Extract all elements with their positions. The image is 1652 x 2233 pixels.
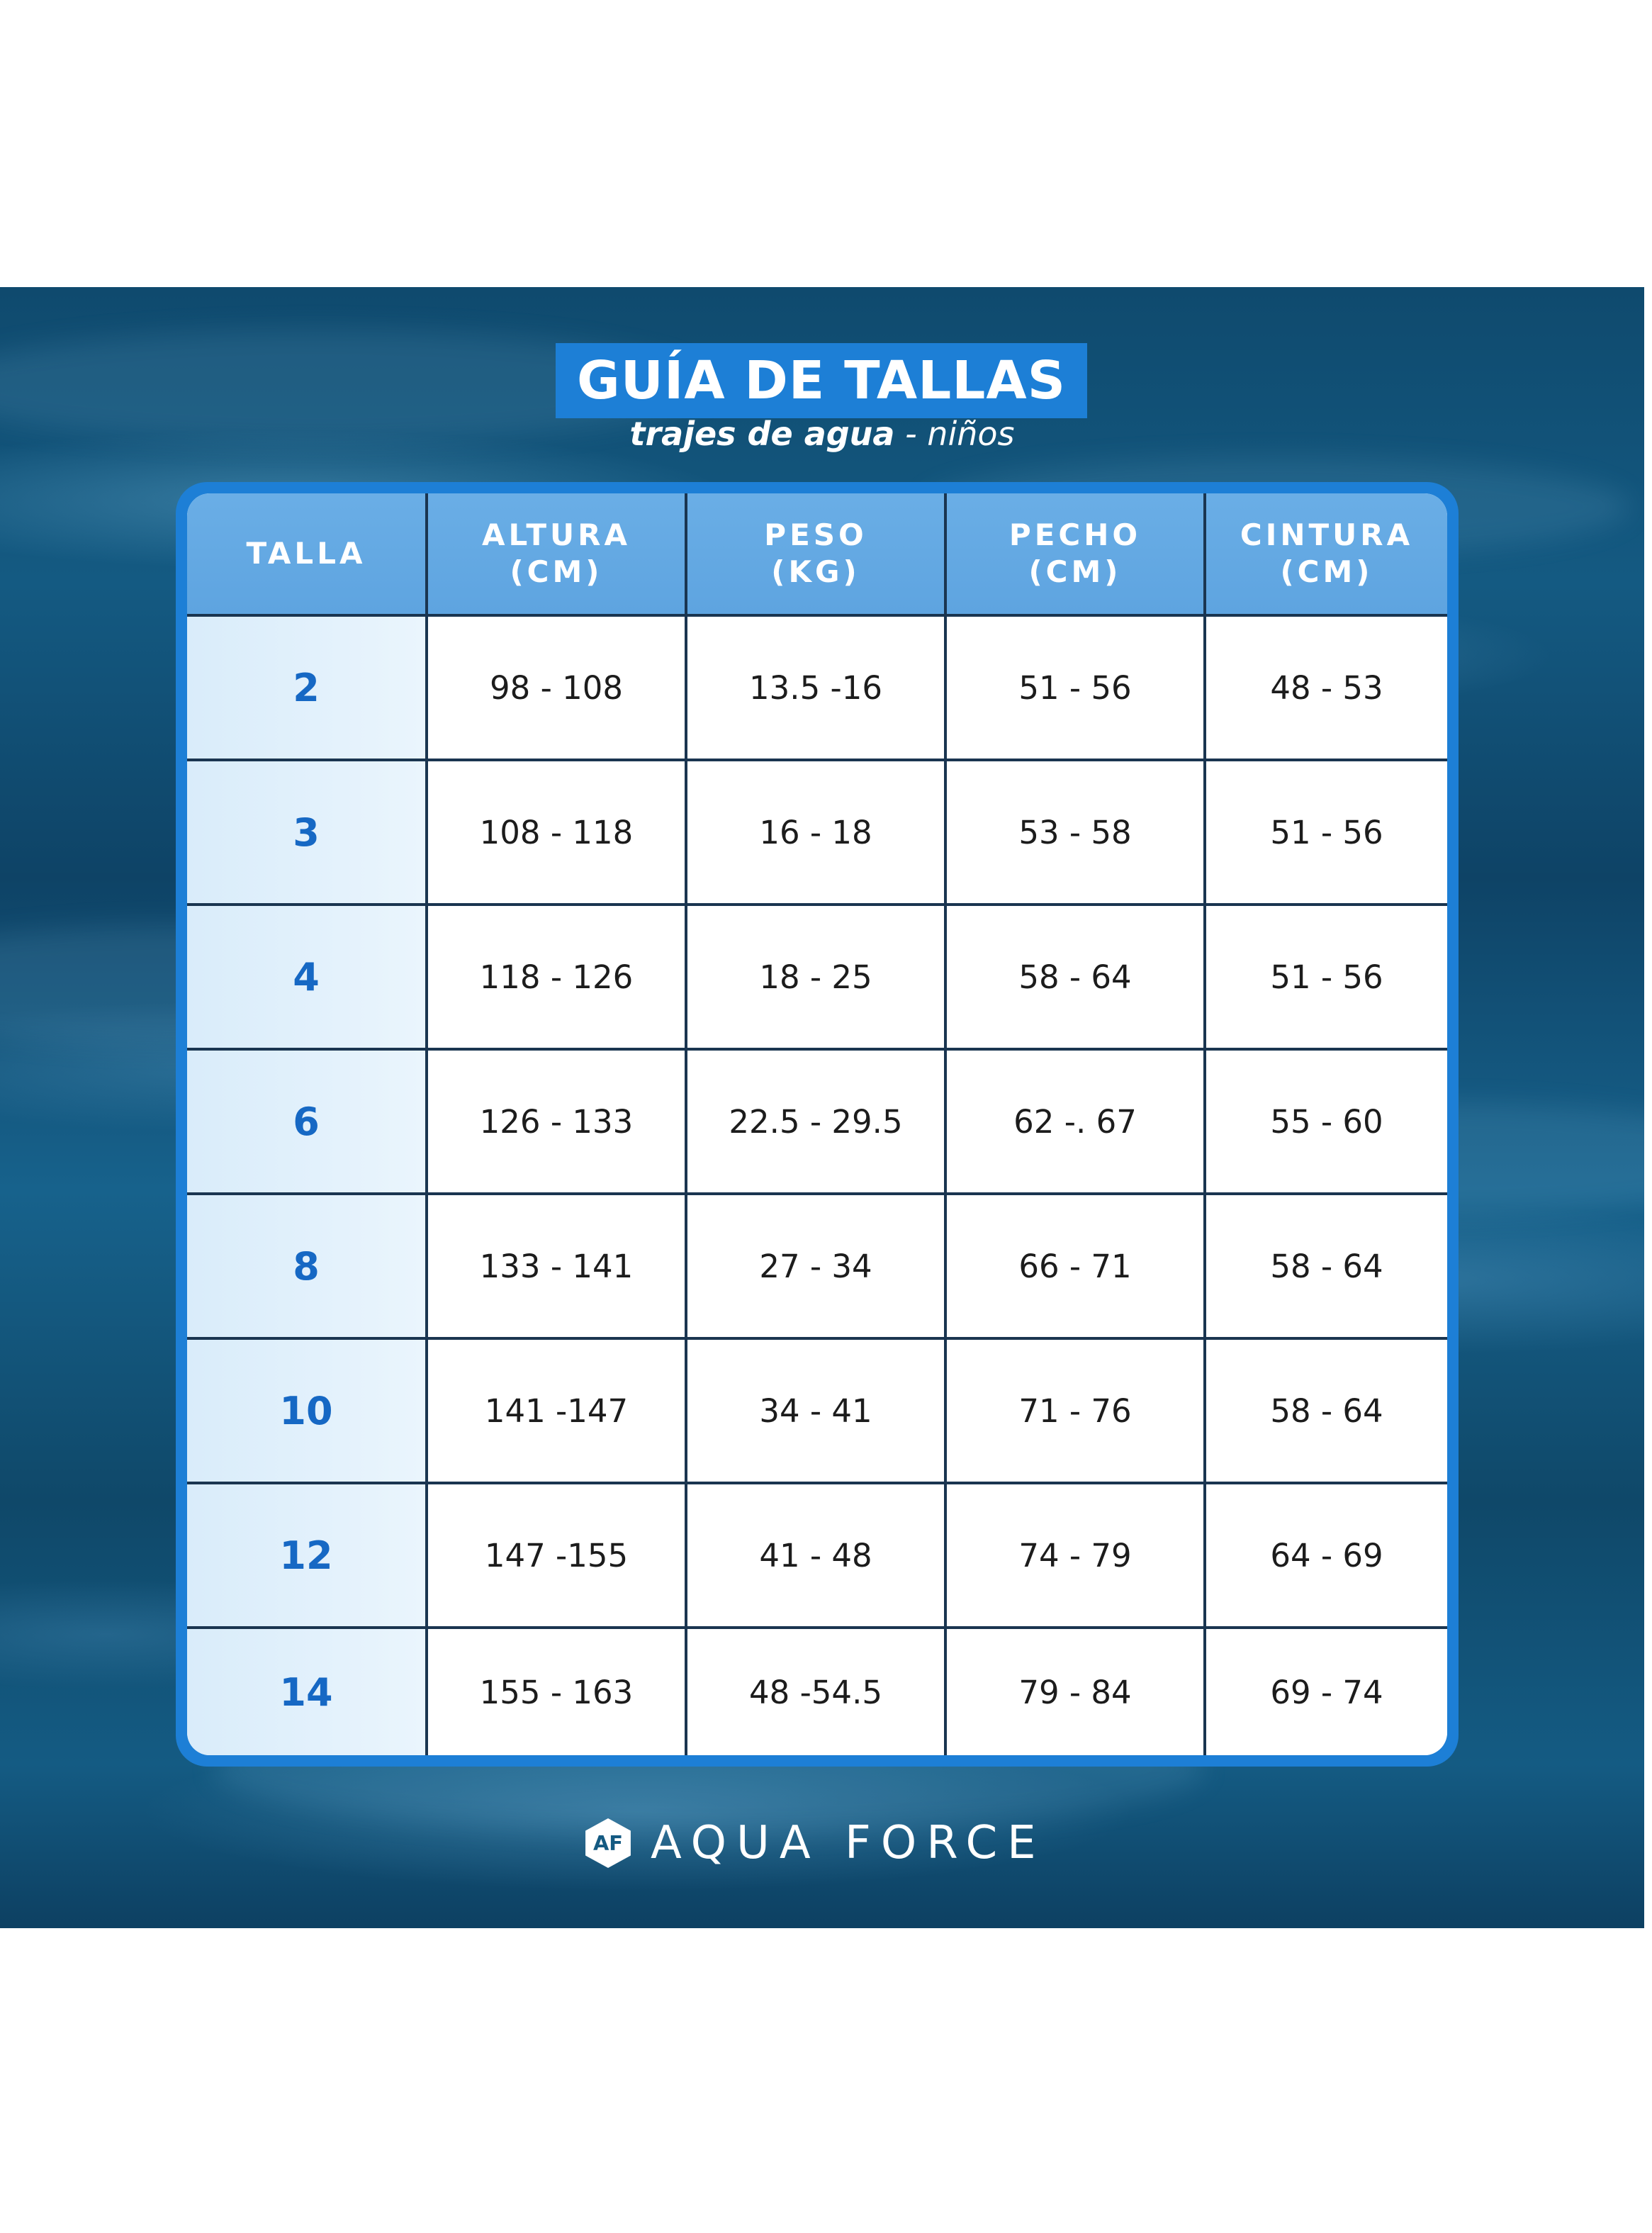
subtitle-audience: - niños [894, 415, 1015, 453]
height-cell: 155 - 163 [428, 1629, 687, 1755]
waist-cell: 64 - 69 [1206, 1484, 1447, 1629]
weight-cell: 13.5 -16 [687, 617, 947, 761]
column-header-cintura: CINTURA (CM) [1206, 493, 1447, 617]
weight-cell: 22.5 - 29.5 [687, 1051, 947, 1195]
waist-cell: 51 - 56 [1206, 906, 1447, 1051]
size-cell: 4 [187, 906, 428, 1051]
column-header-altura: ALTURA (CM) [428, 493, 687, 617]
size-cell: 12 [187, 1484, 428, 1629]
column-header-peso: PESO (KG) [687, 493, 947, 617]
size-cell: 2 [187, 617, 428, 761]
waist-cell: 51 - 56 [1206, 761, 1447, 906]
waist-cell: 58 - 64 [1206, 1340, 1447, 1484]
height-cell: 141 -147 [428, 1340, 687, 1484]
chest-cell: 62 -. 67 [947, 1051, 1206, 1195]
chest-cell: 58 - 64 [947, 906, 1206, 1051]
weight-cell: 18 - 25 [687, 906, 947, 1051]
size-cell: 14 [187, 1629, 428, 1755]
weight-cell: 16 - 18 [687, 761, 947, 906]
page-title: GUÍA DE TALLAS [576, 350, 1066, 411]
weight-cell: 41 - 48 [687, 1484, 947, 1629]
height-cell: 108 - 118 [428, 761, 687, 906]
chest-cell: 66 - 71 [947, 1195, 1206, 1340]
chest-cell: 53 - 58 [947, 761, 1206, 906]
chest-cell: 79 - 84 [947, 1629, 1206, 1755]
waist-cell: 58 - 64 [1206, 1195, 1447, 1340]
height-cell: 98 - 108 [428, 617, 687, 761]
subtitle: trajes de agua - niños [0, 415, 1644, 453]
weight-cell: 27 - 34 [687, 1195, 947, 1340]
weight-cell: 48 -54.5 [687, 1629, 947, 1755]
height-cell: 118 - 126 [428, 906, 687, 1051]
weight-cell: 34 - 41 [687, 1340, 947, 1484]
title-banner: GUÍA DE TALLAS [556, 343, 1087, 418]
waist-cell: 55 - 60 [1206, 1051, 1447, 1195]
column-header-pecho: PECHO (CM) [947, 493, 1206, 617]
size-cell: 8 [187, 1195, 428, 1340]
size-cell: 3 [187, 761, 428, 906]
size-cell: 10 [187, 1340, 428, 1484]
logo-mark-text: AF [593, 1831, 623, 1855]
brand-footer: AF AQUA FORCE [581, 1815, 1046, 1871]
chest-cell: 71 - 76 [947, 1340, 1206, 1484]
chest-cell: 51 - 56 [947, 617, 1206, 761]
brand-name: AQUA FORCE [651, 1817, 1046, 1869]
height-cell: 126 - 133 [428, 1051, 687, 1195]
size-table: TALLA ALTURA (CM) PESO (KG) PECHO (CM) C… [187, 493, 1447, 1755]
size-cell: 6 [187, 1051, 428, 1195]
chest-cell: 74 - 79 [947, 1484, 1206, 1629]
waist-cell: 48 - 53 [1206, 617, 1447, 761]
height-cell: 147 -155 [428, 1484, 687, 1629]
waist-cell: 69 - 74 [1206, 1629, 1447, 1755]
hexagon-af-logo-icon: AF [585, 1818, 631, 1868]
subtitle-category: trajes de agua [629, 415, 895, 453]
column-header-talla: TALLA [187, 493, 428, 617]
height-cell: 133 - 141 [428, 1195, 687, 1340]
